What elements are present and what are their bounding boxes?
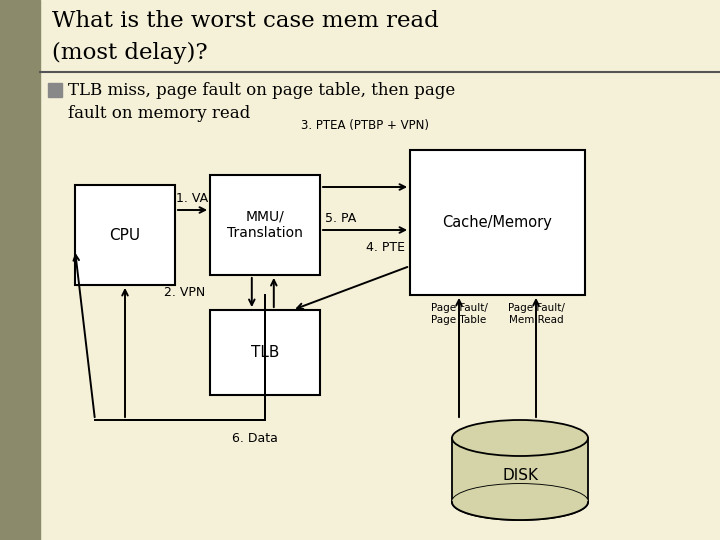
Ellipse shape — [452, 484, 588, 520]
Text: (most delay)?: (most delay)? — [52, 42, 207, 64]
Text: Page Fault/
Page Table: Page Fault/ Page Table — [431, 303, 487, 325]
Text: 6. Data: 6. Data — [232, 432, 278, 445]
Bar — [48, 83, 62, 97]
Text: What is the worst case mem read: What is the worst case mem read — [52, 10, 438, 32]
Text: 1. VA: 1. VA — [176, 192, 209, 205]
Ellipse shape — [452, 484, 588, 520]
Text: 3. PTEA (PTBP + VPN): 3. PTEA (PTBP + VPN) — [301, 119, 429, 132]
Text: TLB miss, page fault on page table, then page
fault on memory read: TLB miss, page fault on page table, then… — [68, 82, 455, 123]
Bar — [75, 185, 175, 285]
Bar — [210, 310, 320, 395]
Bar — [452, 437, 588, 502]
Ellipse shape — [452, 420, 588, 456]
Text: 4. PTE: 4. PTE — [366, 241, 405, 254]
Bar — [410, 150, 585, 295]
Text: 2. VPN: 2. VPN — [163, 286, 205, 299]
Bar — [210, 175, 320, 275]
Text: 5. PA: 5. PA — [325, 212, 356, 225]
Text: CPU: CPU — [109, 227, 140, 242]
Text: Cache/Memory: Cache/Memory — [443, 215, 552, 230]
Text: MMU/
Translation: MMU/ Translation — [227, 210, 303, 240]
Text: DISK: DISK — [502, 468, 538, 483]
Text: Page Fault/
Mem Read: Page Fault/ Mem Read — [508, 303, 564, 325]
Bar — [0, 0, 40, 540]
Text: TLB: TLB — [251, 345, 279, 360]
